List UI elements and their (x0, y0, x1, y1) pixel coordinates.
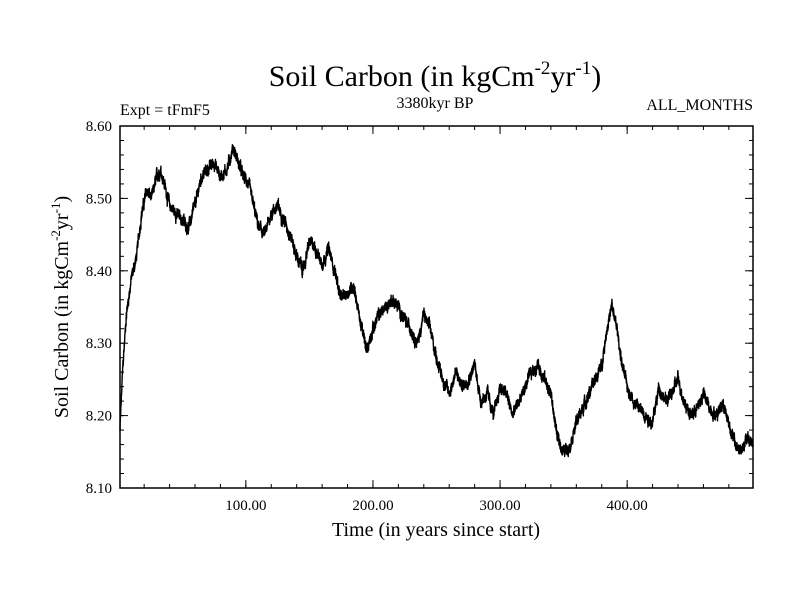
y-tick-label: 8.30 (86, 336, 112, 352)
x-axis-label: Time (in years since start) (332, 519, 540, 541)
period-label: 3380kyr BP (397, 95, 474, 112)
x-tick-label: 100.00 (225, 498, 266, 514)
plot-frame (119, 125, 754, 489)
y-tick-label: 8.40 (86, 264, 112, 280)
y-tick-label: 8.20 (86, 409, 112, 425)
y-tick-label: 8.50 (86, 191, 112, 207)
chart-title: Soil Carbon (in kgCm-2yr-1) (269, 58, 602, 93)
months-label: ALL_MONTHS (646, 97, 753, 114)
experiment-label: Expt = tFmF5 (120, 102, 210, 119)
y-tick-label: 8.10 (86, 481, 112, 497)
series-line (119, 143, 754, 458)
x-tick-label: 300.00 (479, 498, 520, 514)
series-layer (119, 143, 754, 458)
x-tick-label: 200.00 (352, 498, 393, 514)
y-tick-label: 8.60 (86, 119, 112, 135)
tick-layer: 8.10 8.20 8.30 8.40 8.50 8.60 100.00 200.00 300.… (86, 119, 753, 514)
y-axis-label: Soil Carbon (in kgCm-2yr-1) (48, 196, 73, 418)
x-tick-label: 400.00 (607, 498, 648, 514)
